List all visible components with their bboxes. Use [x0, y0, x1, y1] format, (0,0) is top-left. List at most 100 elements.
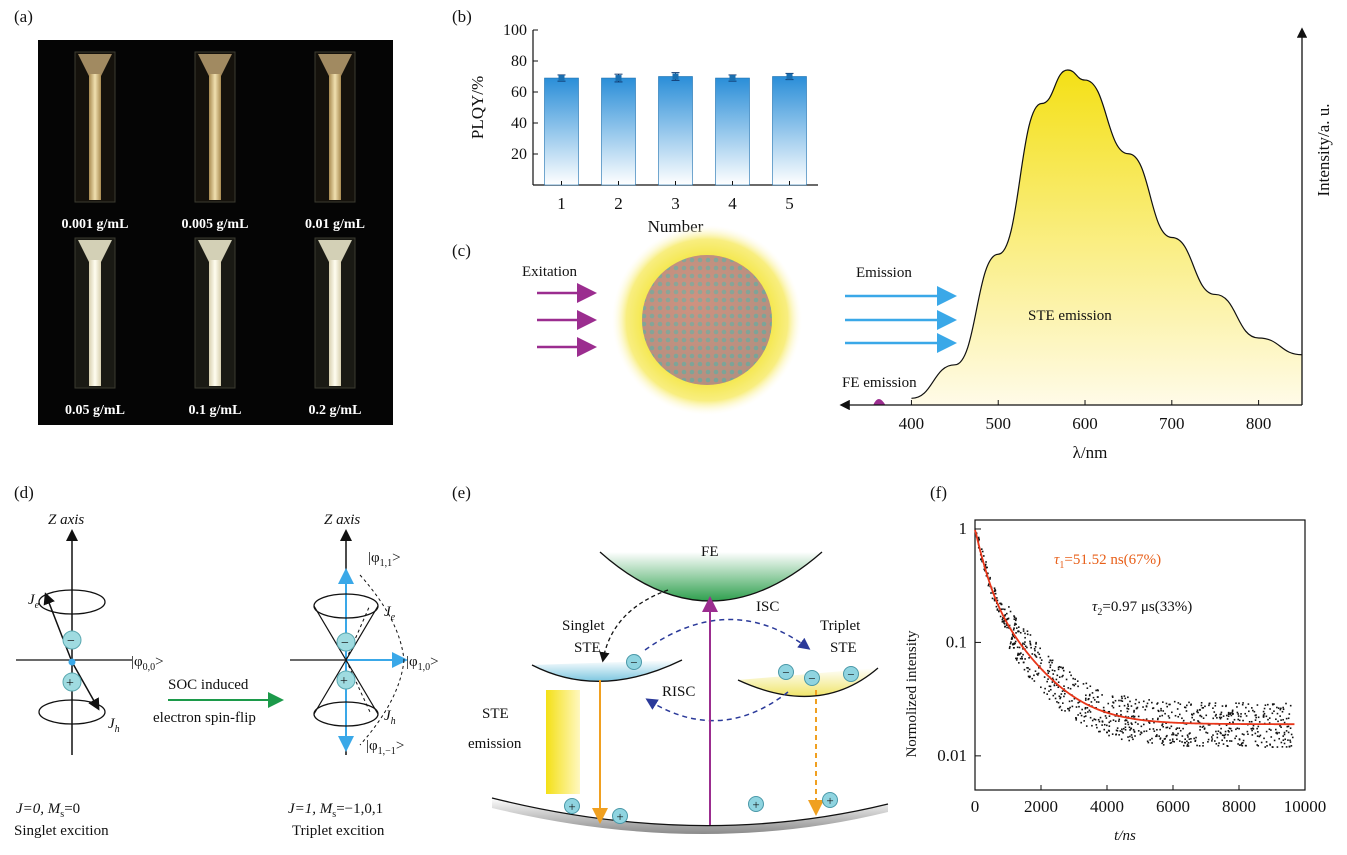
data-point: [1257, 731, 1259, 733]
data-point: [1111, 705, 1114, 707]
data-point: [1016, 646, 1019, 649]
data-point: [1136, 706, 1139, 709]
data-point: [1051, 659, 1054, 662]
data-point: [1280, 719, 1282, 721]
panel-c: (c) Exitation Emission 400 500 600 700 800 λ/…: [452, 27, 1333, 462]
data-point: [1199, 729, 1201, 731]
data-point: [1235, 728, 1237, 731]
data-point: [1158, 735, 1160, 737]
data-point: [1124, 715, 1127, 718]
data-point: [1208, 724, 1211, 726]
cuvette: 0.001 g/mL: [62, 51, 128, 232]
data-point: [1285, 746, 1288, 748]
data-point: [1276, 746, 1279, 748]
data-point: [1190, 741, 1192, 743]
data-point: [980, 548, 983, 550]
singlet-curve: [531, 659, 683, 682]
data-point: [1024, 636, 1026, 639]
data-point: [1004, 625, 1006, 628]
data-point: [1097, 718, 1100, 721]
bar: [658, 76, 693, 186]
data-point: [1159, 715, 1161, 718]
data-point: [1034, 646, 1037, 648]
data-point: [1116, 727, 1119, 729]
cuvette-top: [78, 54, 112, 76]
data-point: [1285, 717, 1288, 720]
data-point: [1282, 718, 1284, 721]
data-point: [1238, 744, 1241, 746]
data-point: [1197, 720, 1199, 722]
data-point: [1105, 717, 1108, 719]
data-point: [1179, 729, 1182, 732]
data-point: [1089, 711, 1092, 713]
data-point: [1214, 704, 1217, 707]
data-point: [1171, 740, 1174, 742]
data-point: [1176, 738, 1178, 741]
data-point: [1171, 733, 1173, 736]
data-point: [1061, 667, 1064, 670]
data-point: [1038, 666, 1040, 669]
data-point: [1091, 692, 1094, 694]
data-point: [1003, 623, 1006, 625]
data-point: [1013, 647, 1015, 649]
data-point: [1247, 733, 1249, 736]
data-point: [1267, 718, 1269, 721]
data-point: [1250, 707, 1253, 709]
data-point: [1153, 730, 1156, 732]
data-point: [1054, 697, 1057, 700]
data-point: [1198, 745, 1201, 747]
data-point: [1182, 727, 1184, 730]
data-point: [1191, 713, 1193, 716]
data-point: [996, 597, 998, 599]
data-point: [1240, 742, 1243, 745]
data-point: [1256, 727, 1258, 730]
y-axis-label: PLQY/%: [468, 76, 487, 139]
data-point: [1008, 624, 1011, 627]
fe-emission-label: FE emission: [842, 375, 917, 391]
data-point: [1271, 712, 1274, 715]
data-point: [1188, 701, 1190, 704]
data-point: [1207, 741, 1209, 743]
ground-curve: [491, 797, 889, 827]
data-point: [1106, 724, 1108, 727]
plot-frame: [974, 519, 1306, 791]
data-point: [1029, 634, 1032, 636]
data-point: [981, 550, 984, 553]
data-point: [1240, 713, 1242, 715]
data-point: [1161, 742, 1163, 745]
cuvette-top: [318, 54, 352, 76]
data-point: [1101, 724, 1103, 726]
data-point: [1116, 713, 1118, 715]
data-point: [1081, 708, 1083, 711]
data-point: [1112, 719, 1115, 721]
x-tick-label: 2: [614, 194, 623, 213]
data-point: [1276, 706, 1278, 709]
sample-label: 0.005 g/mL: [182, 217, 249, 232]
data-point: [1104, 715, 1107, 717]
data-point: [1162, 725, 1164, 728]
data-point: [1257, 744, 1260, 747]
data-point: [1133, 715, 1136, 718]
data-point: [1130, 727, 1132, 730]
data-point: [983, 555, 985, 557]
data-point: [1078, 705, 1080, 708]
data-point: [1269, 708, 1271, 710]
data-point: [1085, 694, 1087, 697]
data-point: [1220, 711, 1223, 714]
data-point: [1199, 725, 1201, 728]
data-point: [1000, 603, 1003, 606]
data-point: [1187, 745, 1190, 747]
data-point: [1251, 729, 1253, 732]
y-tick-label: 0.01: [937, 746, 967, 765]
data-point: [1227, 711, 1230, 714]
minus-sign-icon: −: [630, 655, 637, 670]
data-point: [1266, 745, 1268, 747]
data-point: [1168, 727, 1171, 730]
hole-icon: [336, 670, 356, 690]
data-point: [1112, 706, 1115, 709]
data-point: [1103, 709, 1106, 712]
data-point: [1120, 699, 1122, 702]
cuvette-top: [198, 240, 232, 262]
isc-label: ISC: [756, 599, 779, 615]
